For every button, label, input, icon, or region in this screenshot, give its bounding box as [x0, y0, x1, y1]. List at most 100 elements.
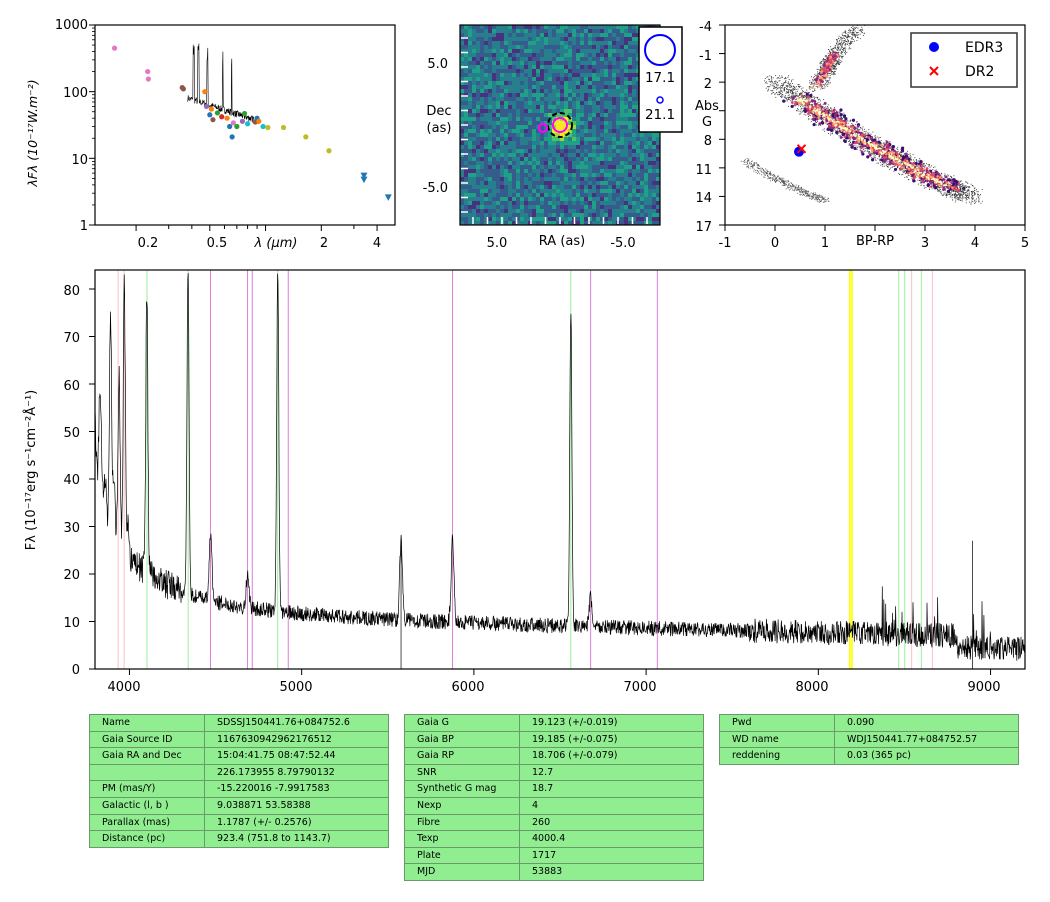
image-pixel: [468, 197, 472, 201]
hr-field-star: [960, 190, 962, 192]
hr-field-star: [959, 181, 961, 183]
image-pixel: [464, 213, 468, 217]
hr-field-star: [949, 188, 951, 190]
image-pixel: [540, 89, 544, 93]
image-pixel: [608, 53, 612, 57]
image-pixel: [596, 101, 600, 105]
image-pixel: [524, 45, 528, 49]
hr-field-star: [826, 107, 828, 109]
image-pixel: [488, 73, 492, 77]
image-pixel: [592, 189, 596, 193]
image-pixel: [528, 189, 532, 193]
hr-field-star: [772, 85, 774, 87]
image-pixel: [488, 33, 492, 37]
image-pixel: [588, 41, 592, 45]
image-ticks: [461, 37, 648, 224]
image-pixel: [580, 149, 584, 153]
image-pixel: [580, 117, 584, 121]
image-pixel: [560, 113, 564, 117]
image-pixel: [596, 185, 600, 189]
image-pixel: [580, 177, 584, 181]
hr-field-star: [780, 85, 781, 87]
image-pixel: [628, 137, 632, 141]
image-pixel: [504, 33, 508, 37]
image-pixel: [596, 157, 600, 161]
image-pixel: [484, 113, 488, 117]
image-pixel: [528, 85, 532, 89]
hr-field-star: [949, 194, 951, 196]
image-pixel: [576, 117, 580, 121]
hr-field-star: [814, 121, 816, 123]
image-pixel: [500, 61, 504, 65]
hr-field-star: [966, 191, 968, 193]
hr-field-star: [790, 97, 792, 99]
image-pixel: [464, 29, 468, 33]
image-pixel: [464, 205, 468, 209]
image-pixel: [592, 53, 596, 57]
image-pixel: [508, 77, 512, 81]
hr-field-star: [969, 186, 971, 188]
hr-field-star: [784, 89, 786, 91]
image-pixel: [612, 117, 616, 121]
image-pixel: [500, 37, 504, 41]
image-pixel: [636, 85, 640, 89]
image-pixel: [616, 185, 620, 189]
image-pixel: [632, 37, 636, 41]
image-pixel: [532, 185, 536, 189]
image-pixel: [532, 153, 536, 157]
image-pixel: [584, 93, 588, 97]
image-pixel: [580, 205, 584, 209]
image-pixel: [504, 109, 508, 113]
hr-field-star: [816, 121, 818, 122]
image-pixel: [552, 117, 556, 121]
image-pixel: [464, 89, 468, 93]
hr-field-star: [947, 184, 948, 186]
image-pixel: [552, 41, 556, 45]
image-pixel: [480, 65, 484, 69]
image-pixel: [520, 65, 524, 69]
image-pixel: [528, 185, 532, 189]
hr-field-star: [965, 199, 967, 201]
image-pixel: [584, 141, 588, 145]
hr-field-star: [959, 194, 961, 196]
sed-xtick-0.2: 0.2: [138, 236, 159, 251]
image-pixel: [576, 157, 580, 161]
image-pixel: [608, 141, 612, 145]
image-pixel: [600, 113, 604, 117]
image-pixel: [584, 157, 588, 161]
image-pixel: [484, 77, 488, 81]
image-pixel: [560, 137, 564, 141]
image-pixel: [608, 129, 612, 133]
image-pixel: [560, 49, 564, 53]
image-pixel: [592, 145, 596, 149]
image-pixel: [624, 105, 628, 109]
image-pixel: [532, 197, 536, 201]
image-pixel: [576, 129, 580, 133]
image-pixel: [576, 53, 580, 57]
image-pixel: [632, 93, 636, 97]
image-pixel: [628, 49, 632, 53]
hr-field-star: [842, 117, 844, 119]
image-pixel: [616, 109, 620, 113]
hr-field-star: [953, 175, 955, 177]
image-pixel: [516, 169, 520, 173]
image-pixel: [580, 33, 584, 37]
image-pixel: [472, 69, 476, 73]
image-pixel: [584, 133, 588, 137]
hr-field-star: [811, 113, 813, 115]
image-pixel: [536, 69, 540, 73]
image-pixel: [636, 205, 640, 209]
image-pixel: [520, 89, 524, 93]
hr-field-star: [843, 140, 844, 142]
hr-field-star: [928, 165, 930, 167]
hr-field-star: [974, 193, 976, 195]
image-pixel: [580, 69, 584, 73]
hr-field-star: [937, 191, 939, 192]
image-pixel: [584, 213, 588, 217]
hr-field-star: [791, 92, 793, 94]
hr-field-star: [923, 163, 925, 165]
image-pixel: [568, 165, 572, 169]
image-pixel: [548, 69, 552, 73]
hr-field-star: [805, 97, 807, 99]
image-pixel: [544, 29, 548, 33]
